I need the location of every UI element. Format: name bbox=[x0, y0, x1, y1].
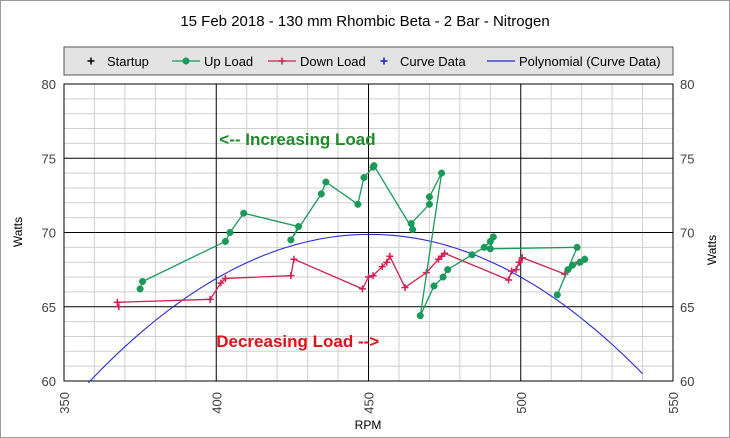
data-point bbox=[441, 249, 449, 257]
data-point bbox=[386, 252, 394, 260]
data-point bbox=[581, 255, 589, 263]
x-axis-label: RPM bbox=[355, 418, 382, 432]
data-point bbox=[508, 267, 516, 275]
data-point bbox=[564, 266, 572, 274]
x-tick-label: 350 bbox=[57, 392, 72, 414]
data-point bbox=[486, 245, 494, 253]
data-point bbox=[512, 266, 520, 274]
data-point bbox=[221, 237, 229, 245]
data-point bbox=[221, 275, 229, 283]
y-tick-label-right: 75 bbox=[680, 151, 694, 166]
series-down-load bbox=[113, 249, 589, 311]
legend-label: Curve Data bbox=[400, 54, 467, 69]
x-tick-label: 400 bbox=[209, 392, 224, 414]
x-tick-label: 450 bbox=[362, 392, 377, 414]
legend-item bbox=[268, 57, 296, 65]
legend-marker bbox=[87, 57, 95, 65]
data-point bbox=[113, 298, 121, 306]
legend-marker bbox=[380, 57, 388, 65]
legend-marker bbox=[182, 57, 190, 65]
y-tick-label-right: 70 bbox=[680, 226, 694, 241]
legend-label: Startup bbox=[107, 54, 149, 69]
data-point bbox=[290, 255, 298, 263]
data-point bbox=[136, 285, 144, 293]
series-up-load bbox=[136, 162, 589, 320]
data-point bbox=[226, 228, 234, 237]
legend-label: Polynomial (Curve Data) bbox=[519, 54, 661, 69]
data-point bbox=[358, 285, 366, 293]
legend-item bbox=[87, 57, 95, 65]
data-point bbox=[217, 279, 225, 287]
chart-title: 15 Feb 2018 - 130 mm Rhombic Beta - 2 Ba… bbox=[180, 13, 549, 30]
y-tick-label-left: 70 bbox=[42, 226, 56, 241]
data-point bbox=[317, 190, 325, 198]
legend-marker bbox=[278, 57, 286, 65]
legend-item bbox=[380, 57, 388, 65]
data-point bbox=[370, 162, 378, 170]
y-tick-label-right: 60 bbox=[680, 374, 694, 389]
data-point bbox=[354, 200, 362, 208]
data-point bbox=[206, 295, 214, 303]
legend-box bbox=[63, 46, 674, 76]
data-point bbox=[425, 200, 433, 208]
series-polynomial-curve-data bbox=[88, 233, 643, 384]
data-point bbox=[365, 273, 372, 281]
trendline bbox=[88, 233, 643, 384]
data-point bbox=[401, 283, 409, 291]
data-point bbox=[139, 277, 147, 286]
data-point bbox=[383, 258, 391, 266]
y-tick-label-left: 80 bbox=[42, 77, 56, 92]
data-point bbox=[430, 282, 438, 290]
data-point bbox=[407, 220, 415, 228]
annotation-text: Decreasing Load --> bbox=[216, 332, 379, 351]
data-point bbox=[439, 273, 447, 281]
data-point bbox=[518, 254, 526, 262]
y-axis-label-left: Watts bbox=[11, 217, 25, 247]
data-point bbox=[553, 291, 561, 299]
legend-label: Down Load bbox=[300, 54, 366, 69]
y-tick-label-right: 65 bbox=[680, 300, 694, 315]
data-point bbox=[505, 276, 513, 284]
data-point bbox=[573, 243, 581, 251]
data-point bbox=[468, 251, 476, 259]
y-tick-label-left: 65 bbox=[42, 300, 56, 315]
data-point bbox=[425, 193, 433, 201]
data-point bbox=[438, 169, 446, 177]
data-point bbox=[378, 263, 386, 271]
annotation-text: <-- Increasing Load bbox=[219, 130, 375, 149]
data-point bbox=[287, 236, 295, 244]
x-tick-label: 550 bbox=[666, 392, 681, 414]
data-point bbox=[322, 178, 330, 186]
data-point bbox=[444, 266, 452, 274]
data-point bbox=[287, 272, 295, 280]
minor-grid bbox=[64, 84, 673, 381]
data-point bbox=[369, 272, 377, 280]
data-point bbox=[480, 243, 488, 251]
legend-item bbox=[172, 57, 200, 65]
data-point bbox=[294, 223, 303, 231]
y-tick-label-left: 75 bbox=[42, 151, 56, 166]
legend-label: Up Load bbox=[204, 54, 253, 69]
y-axis-label-right: Watts bbox=[705, 235, 719, 265]
data-point bbox=[515, 258, 523, 266]
data-point bbox=[568, 261, 577, 269]
y-tick-label-right: 80 bbox=[680, 77, 694, 92]
data-point bbox=[115, 303, 123, 311]
data-point bbox=[240, 209, 248, 217]
legend bbox=[87, 57, 515, 65]
plot-border bbox=[63, 83, 674, 382]
data-point bbox=[360, 174, 368, 182]
x-tick-label: 500 bbox=[514, 392, 529, 414]
data-point bbox=[416, 312, 424, 320]
y-tick-label-left: 60 bbox=[42, 374, 56, 389]
data-point bbox=[409, 225, 417, 234]
data-point bbox=[489, 233, 497, 241]
